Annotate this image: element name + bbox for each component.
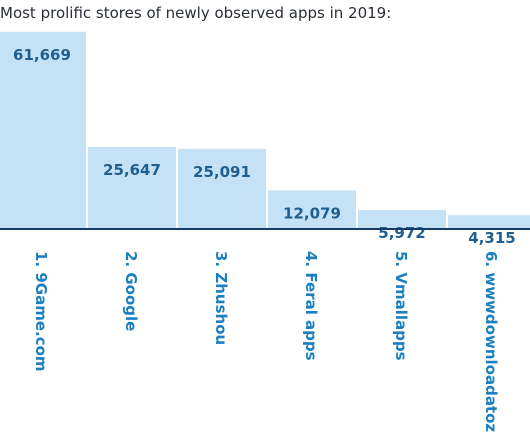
bar-6 (448, 215, 530, 229)
bar-2 (88, 147, 176, 229)
bars-layer: 61,669 25,647 25,091 12,079 5,972 4,315 (0, 31, 530, 247)
category-label-1: 1. 9Game.com (32, 251, 50, 372)
bar-value-label-6: 4,315 (468, 229, 515, 247)
category-label-2: 2. Google (122, 251, 140, 331)
category-label-4: 4. Feral apps (302, 251, 320, 361)
bar-value-label-5: 5,972 (378, 224, 425, 242)
bar-1 (0, 31, 86, 230)
category-label-6: 6. wwwdownloadatoz (482, 251, 500, 432)
bar-3 (178, 148, 266, 229)
bar-value-label-4: 12,079 (283, 204, 341, 222)
bar-5 (358, 209, 446, 229)
category-labels-layer: 1. 9Game.com 2. Google 3. Zhushou 4. Feral … (32, 251, 500, 432)
bar-4 (268, 190, 356, 229)
bar-value-label-1: 61,669 (13, 46, 71, 64)
chart-title: Most prolific stores of newly observed a… (0, 4, 392, 22)
bar-value-label-3: 25,091 (193, 163, 251, 181)
bar-value-label-2: 25,647 (103, 161, 161, 179)
category-label-5: 5. Vmallapps (392, 251, 410, 361)
category-label-3: 3. Zhushou (212, 251, 230, 345)
